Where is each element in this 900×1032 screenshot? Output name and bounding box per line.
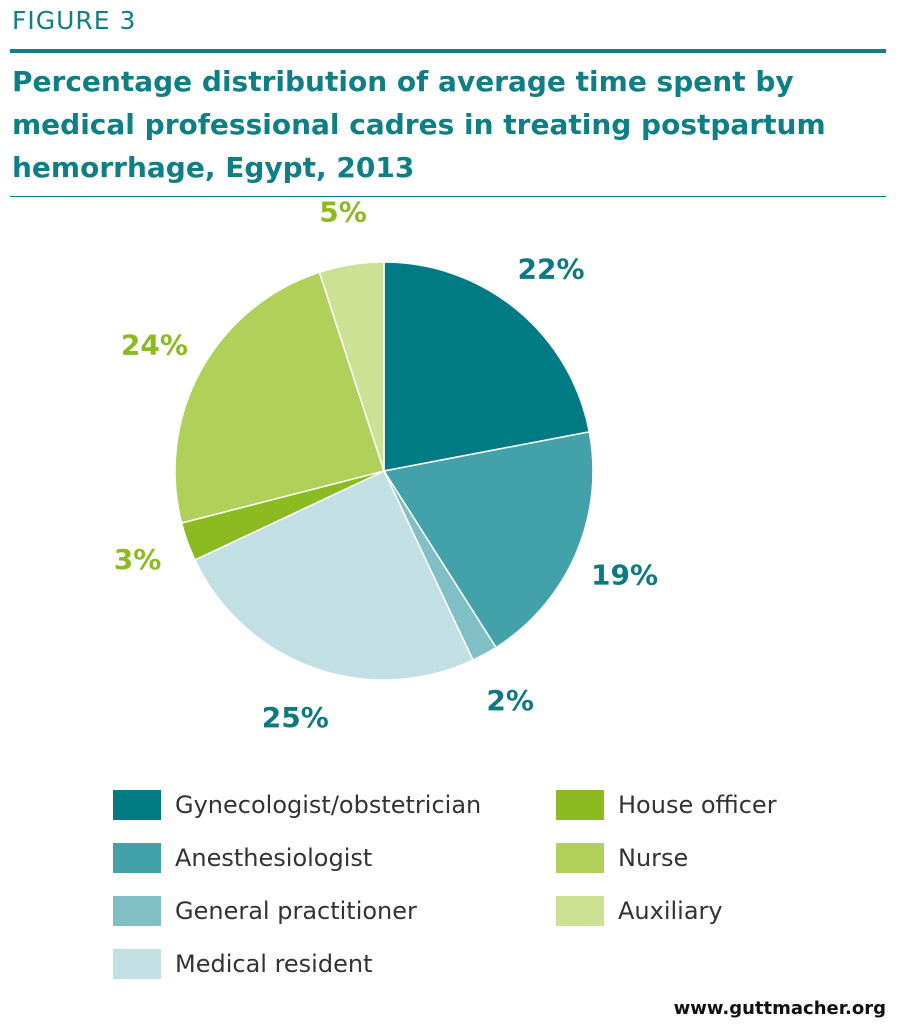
source-url: www.guttmacher.org — [673, 998, 886, 1019]
figure-label: FIGURE 3 — [12, 6, 137, 35]
slice-label: 2% — [486, 684, 534, 717]
pie-slice-gynecologist-obstetrician — [383, 261, 591, 472]
pie-slice-nurse — [174, 271, 385, 524]
slice-label: 3% — [114, 543, 162, 576]
slice-label: 25% — [262, 701, 329, 734]
pie-slice-auxiliary — [318, 261, 385, 472]
slice-label: 5% — [319, 196, 367, 229]
pie-slice-anesthesiologist — [382, 430, 594, 649]
slice-label: 19% — [591, 559, 658, 592]
title-rule-top — [10, 49, 886, 53]
chart-title: Percentage distribution of average time … — [12, 65, 826, 184]
slice-label: 24% — [121, 328, 188, 361]
title-rule-bottom — [10, 196, 886, 197]
slice-label: 22% — [517, 253, 584, 286]
pie-slice-medical-resident — [193, 470, 474, 681]
